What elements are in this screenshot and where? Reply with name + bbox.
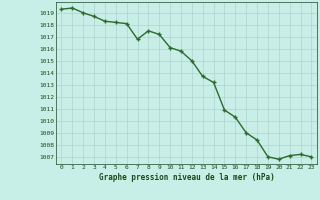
X-axis label: Graphe pression niveau de la mer (hPa): Graphe pression niveau de la mer (hPa) <box>99 173 274 182</box>
